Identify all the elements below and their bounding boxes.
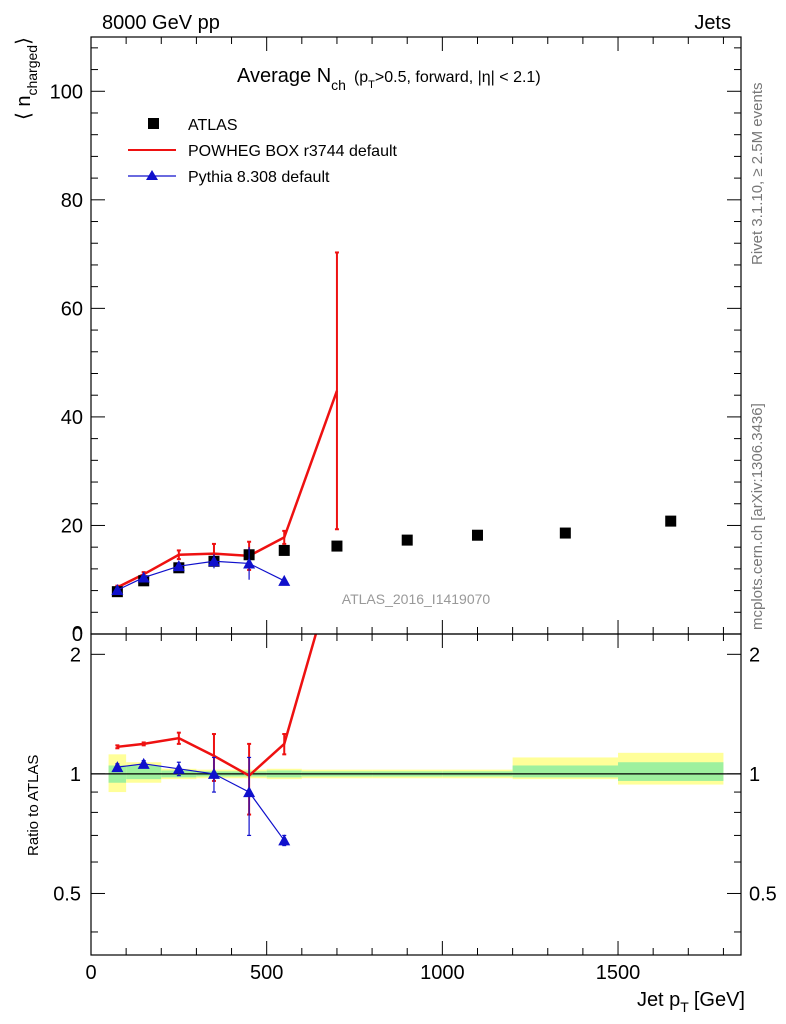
- pythia-ratio-point: [243, 786, 256, 798]
- svg-text:⟨ ncharged⟩: ⟨ ncharged⟩: [13, 37, 40, 120]
- mcplots-label: mcplots.cern.ch [arXiv:1306.3436]: [749, 403, 766, 630]
- pythia-ratio-point: [207, 767, 220, 779]
- pythia-ratio-point: [278, 834, 291, 846]
- pythia-point: [207, 555, 220, 567]
- main-ytick-label: 100: [50, 81, 83, 103]
- plot-title: Average Nch (pT>0.5, forward, |η| < 2.1): [237, 65, 541, 93]
- pythia-point: [243, 557, 256, 569]
- atlas-point: [471, 529, 483, 541]
- pythia-point: [111, 584, 124, 596]
- ratio-xtick-label: 500: [250, 962, 283, 984]
- main-ytick-label: 20: [61, 515, 83, 537]
- pythia-point: [278, 574, 291, 586]
- atlas-point: [278, 544, 290, 556]
- legend: ATLAS POWHEG BOX r3744 default Pythia 8.…: [128, 117, 398, 186]
- rivet-label: Rivet 3.1.10, ≥ 2.5M events: [749, 83, 766, 266]
- ratio-xtick-label: 1500: [596, 962, 641, 984]
- ratio-band-inner: [126, 765, 162, 780]
- header-left: 8000 GeV pp: [102, 12, 220, 34]
- legend-label-powheg: POWHEG BOX r3744 default: [188, 143, 398, 160]
- pythia-ratio-point: [137, 757, 150, 769]
- pythia-ratio-point: [111, 761, 124, 773]
- legend-label-pythia: Pythia 8.308 default: [188, 169, 330, 186]
- main-ytick-label: 60: [61, 298, 83, 320]
- legend-marker-pythia: [146, 170, 158, 180]
- xaxis-label: Jet pT [GeV]: [637, 989, 745, 1015]
- ratio-frame: [90, 633, 742, 956]
- main-ytick-label-zero: 0: [72, 623, 83, 645]
- ratio-ylabel: Ratio to ATLAS: [25, 755, 42, 856]
- main-ytick-label: 0: [72, 624, 83, 646]
- main-ylabel: ⟨ ncharged⟩: [13, 37, 40, 120]
- ratio-ytick-label-left: 1: [70, 764, 81, 786]
- legend-marker-atlas: [148, 118, 159, 129]
- pythia-ratio-line: [117, 763, 285, 841]
- pythia-point: [137, 571, 150, 583]
- header-right: Jets: [694, 12, 731, 34]
- ratio-ytick-label-right: 1: [749, 764, 760, 786]
- ratio-ytick-label-left: 2: [70, 644, 81, 666]
- atlas-point: [665, 515, 677, 527]
- pythia-point: [172, 560, 185, 572]
- powheg-line: [116, 390, 339, 589]
- analysis-watermark: ATLAS_2016_I1419070: [342, 591, 491, 607]
- main-ytick-label: 40: [61, 407, 83, 429]
- ratio-xtick-label: 0: [85, 962, 96, 984]
- legend-label-atlas: ATLAS: [188, 117, 238, 134]
- ratio-band-inner: [618, 762, 724, 781]
- atlas-point: [401, 534, 413, 546]
- pythia-ratio-point: [172, 762, 185, 774]
- ratio-ytick-label-right: 0.5: [749, 883, 777, 905]
- ratio-panel: 0.5 0.5 1 1 2 2 0 500 1000 1500: [53, 633, 777, 984]
- ratio-band-inner: [512, 765, 619, 778]
- atlas-point: [331, 540, 343, 552]
- ratio-xtick-label: 1000: [420, 962, 465, 984]
- ratio-ytick-label-right: 2: [749, 644, 760, 666]
- ratio-plot-area: [91, 634, 741, 847]
- main-ytick-label: 80: [61, 190, 83, 212]
- atlas-point: [559, 527, 571, 539]
- ratio-ytick-label-left: 0.5: [53, 883, 81, 905]
